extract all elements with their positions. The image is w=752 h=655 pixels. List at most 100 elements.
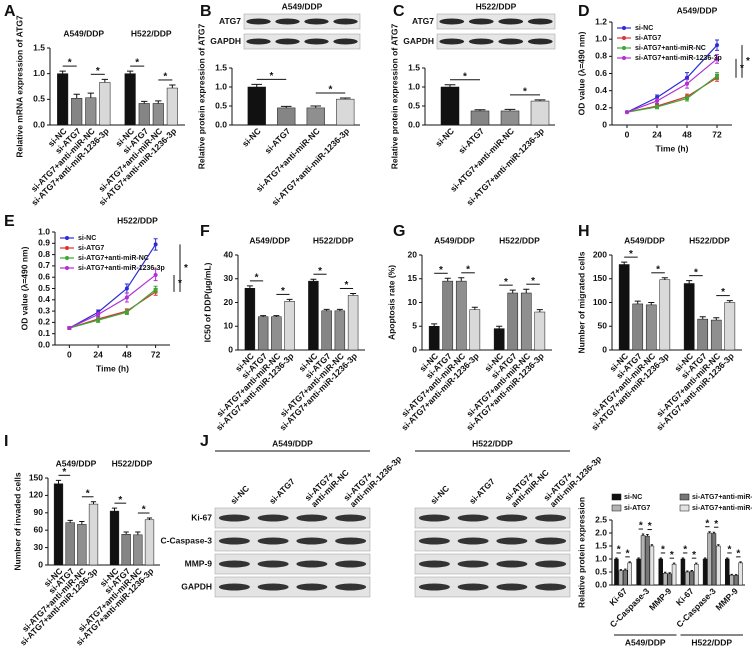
bar	[442, 280, 454, 351]
bar	[711, 533, 717, 586]
lane-label: si-NC	[428, 483, 451, 506]
error-bar	[350, 292, 357, 296]
group-label: A549/DDP	[624, 235, 665, 245]
bar	[507, 292, 519, 351]
y-tick-label: 1.5	[408, 62, 420, 72]
significance-star: *	[86, 488, 90, 499]
data-point	[153, 272, 158, 277]
group-label: A549/DDP	[434, 235, 475, 245]
legend-label: si-ATG7	[78, 245, 104, 252]
error-bar	[336, 308, 343, 311]
error-bar	[621, 261, 628, 265]
series-line	[69, 274, 156, 329]
bar	[671, 563, 677, 586]
error-bar	[339, 97, 351, 100]
error-bar	[286, 298, 293, 302]
error-bar	[690, 569, 693, 572]
bar	[152, 103, 164, 126]
significance-star: *	[626, 549, 630, 560]
bar	[627, 562, 632, 586]
y-tick-label: 150	[593, 273, 607, 283]
error-bar	[637, 557, 640, 559]
data-point	[715, 56, 719, 61]
y-axis-label: IC50 of DDP(μg/mL)	[202, 262, 212, 342]
bar	[271, 316, 282, 351]
y-tick-label: 0.4	[595, 85, 607, 95]
error-bar	[523, 288, 530, 293]
bar	[636, 558, 641, 586]
y-axis-label: Number of invaded cells	[12, 472, 22, 571]
y-tick-label: 10	[408, 297, 418, 307]
significance-star: *	[504, 277, 508, 288]
blot-band	[457, 514, 489, 522]
legend-label: si-ATG7	[635, 35, 661, 42]
group-label: H522/DDP	[499, 235, 540, 245]
significance-star: *	[736, 549, 740, 560]
y-tick-label: 15	[408, 273, 418, 283]
y-axis-label: Relative mRNA expression of ATG7	[14, 15, 24, 158]
significance-star: *	[639, 521, 643, 532]
error-bar	[641, 533, 645, 536]
blot-title: H522/DDP	[476, 1, 517, 11]
bar	[623, 569, 628, 586]
error-bar	[444, 277, 451, 282]
error-bar	[155, 100, 162, 104]
error-bar	[624, 568, 627, 571]
blot-band	[535, 583, 567, 591]
blot-band	[527, 38, 553, 45]
blot-band	[246, 38, 271, 45]
blot-band	[335, 514, 367, 522]
error-bar	[634, 300, 641, 304]
group-label: H522/DDP	[313, 235, 354, 245]
blot-strip	[414, 530, 571, 552]
y-tick-label: 1.5	[33, 42, 45, 52]
panel-letter: A	[4, 3, 16, 20]
bar	[440, 86, 460, 126]
error-bar	[67, 519, 73, 523]
x-tick-label: si-ATG7	[263, 126, 293, 156]
bar	[85, 97, 97, 126]
bar	[133, 534, 143, 566]
data-point	[625, 110, 629, 115]
blot-band	[535, 560, 567, 568]
bar	[618, 264, 630, 351]
group-label: H522/DDP	[131, 28, 172, 38]
legend-label: si-ATG7+anti-miR-1236-3p	[692, 505, 752, 512]
y-tick-label: 0.3	[38, 305, 50, 315]
x-axis-label: Time (h)	[656, 143, 689, 153]
y-tick-label: 0.2	[38, 317, 50, 327]
significance-star: *	[270, 71, 274, 82]
y-tick-label: 1.0	[595, 33, 607, 43]
data-point	[96, 318, 101, 323]
error-bar	[101, 78, 109, 83]
error-bar	[55, 479, 62, 484]
bar	[534, 311, 546, 351]
y-tick-label: 30	[224, 273, 234, 283]
error-bar	[703, 557, 707, 559]
x-axis-label: Time (h)	[96, 363, 129, 373]
x-tick-label: 0	[67, 349, 72, 359]
data-point	[685, 81, 689, 86]
legend-label: si-ATG7+anti-miR-NC	[78, 255, 149, 262]
bar	[121, 534, 131, 566]
y-axis-label: Relative protein expression	[576, 497, 586, 608]
significance-star: *	[531, 276, 535, 287]
bar	[667, 573, 672, 586]
legend-label: si-ATG7+anti-miR-NC	[635, 45, 706, 52]
error-bar	[90, 501, 97, 505]
y-tick-label: 0	[228, 344, 233, 354]
significance-star: *	[329, 85, 333, 96]
bar	[658, 558, 664, 586]
blot-strip	[243, 13, 361, 30]
y-tick-label: 1.2	[595, 16, 607, 26]
lane-label: si-ATG7+anti-miR-1236-3p	[341, 454, 403, 510]
y-tick-label: 0	[602, 344, 607, 354]
bar	[124, 73, 136, 126]
significance-star: *	[728, 545, 732, 556]
bar	[632, 303, 644, 351]
error-bar	[260, 315, 267, 317]
blot-strip	[414, 553, 571, 575]
bar	[109, 510, 120, 566]
error-bar	[146, 517, 153, 520]
error-bar	[646, 534, 649, 537]
